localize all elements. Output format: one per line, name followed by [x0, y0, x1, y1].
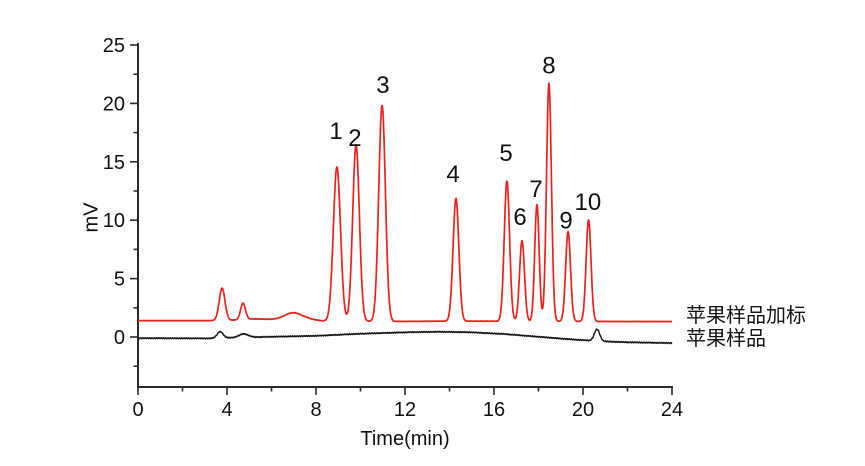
x-axis-label: Time(min): [360, 428, 450, 450]
peak-label-6: 6: [513, 204, 526, 231]
x-tick-label: 20: [572, 399, 594, 421]
legend-label-sample: 苹果样品: [686, 328, 766, 350]
trace-sample: [137, 328, 673, 345]
y-tick-label: 15: [103, 152, 125, 174]
peak-label-10: 10: [575, 189, 602, 216]
peak-label-4: 4: [446, 161, 459, 188]
x-tick-label: 0: [132, 399, 143, 421]
trace-legend: 苹果样品加标 苹果样品: [686, 305, 806, 351]
y-tick-label: 25: [103, 35, 125, 57]
peak-number-labels: 1 23 4 5 67 8 910: [329, 52, 601, 234]
peak-label-3: 3: [376, 72, 389, 99]
y-tick-label: 5: [114, 269, 125, 291]
peak-label-8: 8: [542, 52, 555, 79]
x-tick-label: 12: [394, 399, 416, 421]
legend-label-spiked-sample: 苹果样品加标: [686, 305, 806, 327]
ticks: [130, 44, 673, 395]
peak-label-7: 7: [529, 176, 542, 203]
trace-spiked-sample: [137, 82, 673, 323]
y-tick-label: 0: [114, 327, 125, 349]
x-tick-label: 8: [310, 399, 321, 421]
peak-label-1: 1: [329, 118, 342, 145]
y-tick-label: 20: [103, 93, 125, 115]
peak-label-9: 9: [559, 208, 572, 235]
y-tick-label: 10: [103, 210, 125, 232]
x-tick-label: 16: [483, 399, 505, 421]
peak-label-2: 2: [348, 125, 361, 152]
peak-label-5: 5: [499, 140, 512, 167]
x-tick-label: 4: [221, 399, 232, 421]
y-axis-label: mV: [80, 202, 103, 233]
x-tick-label: 24: [661, 399, 683, 421]
